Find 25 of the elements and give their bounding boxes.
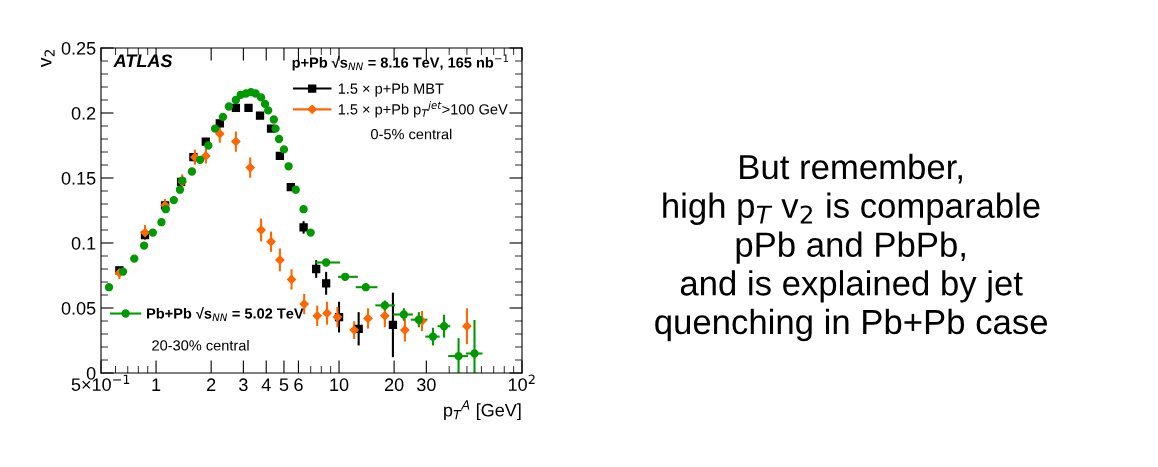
y-tick-label: 0.25	[61, 41, 96, 55]
x-tick-label: 10	[330, 378, 349, 392]
x-tick-label: 5	[279, 378, 289, 392]
legend-label: 1.5 × p+Pb MBT	[338, 83, 444, 97]
y-axis-title: v$_{2}$	[41, 50, 55, 68]
x-tick-label: 1	[152, 378, 161, 391]
x-tick-label: 10$^{2}$	[508, 374, 535, 391]
x-tick-label: 6	[294, 378, 303, 392]
y-tick-label: 0.1	[71, 236, 96, 250]
annotation: 0-5% central	[371, 128, 452, 140]
x-tick-label: 20	[384, 378, 404, 392]
x-tick-label: 30	[416, 378, 436, 392]
legend-label: 1.5 × p+Pb p$_{T}$$^{jet}$>100 GeV	[338, 101, 508, 118]
x-axis-title: p$_{T}$$^{A}$ [GeV]	[444, 400, 521, 421]
annotation: p+Pb √s$_{NN}$ = 8.16 TeV, 165 nb$^{−1}$	[292, 54, 509, 71]
y-tick-label: 0.2	[71, 106, 96, 120]
y-tick-label: 0.15	[61, 171, 96, 185]
annotation: ATLAS	[113, 54, 173, 68]
x-tick-label: 4	[261, 378, 271, 391]
legend-label: Pb+Pb √s$_{NN}$ = 5.02 TeV	[147, 306, 304, 321]
text: But remember, high p$_{T}$ v$_{2}$ is comparable pPb and PbPb, and is explained by jet quenching in Pb+Pb case	[655, 153, 1047, 342]
annotation: 20-30% central	[152, 339, 249, 351]
x-tick-label: 2	[207, 378, 216, 391]
x-tick-label: 3	[239, 378, 248, 392]
y-tick-label: 0.05	[61, 301, 96, 315]
